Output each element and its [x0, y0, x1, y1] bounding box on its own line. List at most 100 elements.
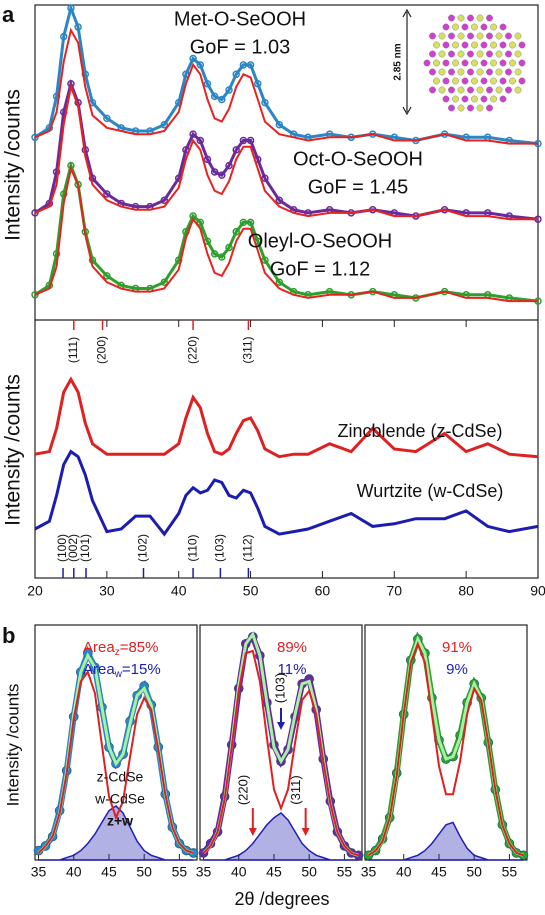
area-text: =15% [122, 661, 161, 678]
inset-atom [509, 77, 516, 85]
inset-atom [429, 50, 436, 58]
peak-label: (110) [185, 534, 199, 561]
inset-atom [490, 77, 497, 85]
legend-label: w-CdSe [94, 791, 145, 807]
inset-atom [461, 77, 469, 85]
inset-atom [467, 50, 474, 58]
legend-label: z-CdSe [97, 769, 144, 785]
data-point [74, 23, 82, 31]
series-label: Oleyl-O-SeOOH [248, 230, 392, 252]
data-line [34, 78, 539, 221]
area-label: Areaz=85% [83, 639, 158, 658]
x-tick-label: 55 [337, 864, 353, 880]
inset-atom [433, 77, 440, 85]
inset-atom [486, 14, 493, 22]
inset-atom [495, 68, 503, 76]
inset-atom [490, 59, 497, 67]
x-tick-label: 50 [243, 583, 259, 599]
area-sub: w [114, 669, 123, 680]
inset-atom [438, 86, 446, 94]
data-point [246, 218, 255, 227]
peak-arrowhead [301, 828, 310, 836]
inset-atom [486, 68, 493, 76]
inset-atom [452, 59, 459, 67]
inset-atom [448, 14, 455, 22]
area-label: 11% [278, 661, 307, 678]
inset-atom [471, 59, 478, 67]
inset-atom [499, 41, 507, 49]
peak-label: (112) [241, 534, 255, 561]
inset-atom [509, 59, 516, 67]
area-text: 91% [442, 639, 472, 656]
inset-atom [505, 50, 512, 58]
x-tick-label: 35 [361, 864, 377, 880]
peak-label: (103) [213, 534, 227, 562]
inset-atom [457, 68, 465, 76]
inset-label: 2.85 nm [393, 43, 404, 80]
panel-label: b [2, 623, 15, 648]
data-point [31, 209, 39, 217]
x-axis-label: 2θ /degrees [234, 889, 329, 909]
inset-atom [442, 41, 450, 49]
x-tick-label: 45 [431, 864, 447, 880]
inset-atom [518, 77, 526, 85]
inset-atom [461, 41, 469, 49]
peak-arrowhead [277, 722, 285, 730]
inset-atom [499, 77, 507, 85]
fit-line [34, 165, 538, 303]
inset-atom [490, 41, 497, 49]
inset-atom [467, 68, 474, 76]
peak-arrowhead [248, 828, 257, 836]
data-point [103, 272, 111, 280]
data-point [210, 92, 219, 101]
reference-line [34, 449, 539, 537]
data-point [246, 136, 255, 145]
peak-label: (311) [241, 336, 255, 363]
fit-line [34, 83, 538, 221]
inset-atom [514, 32, 522, 40]
w-area [203, 812, 359, 861]
reference-line [34, 376, 539, 459]
inset-atom [509, 41, 516, 49]
data-point [225, 243, 233, 252]
inset-atom [476, 14, 484, 22]
data-point [189, 130, 197, 138]
data-point [218, 253, 226, 261]
series-label: Zincblende (z-CdSe) [337, 421, 502, 441]
inset-atom [429, 68, 436, 76]
x-tick-label: 80 [458, 583, 474, 599]
inset-atom [448, 32, 455, 40]
inset-atom [471, 95, 478, 103]
series-note: GoF = 1.12 [270, 258, 371, 280]
x-tick-label: 40 [231, 864, 247, 880]
inset-atom [429, 32, 436, 40]
inset-arrow [402, 8, 412, 116]
inset-atom [467, 14, 474, 22]
x-tick-label: 20 [27, 583, 43, 599]
inset-atom [448, 104, 455, 112]
peak-label: (002) [66, 534, 80, 562]
data-point [254, 80, 262, 88]
inset-atom [471, 41, 478, 49]
data-point [218, 95, 226, 104]
data-point [67, 4, 75, 12]
data-point [232, 146, 240, 154]
legend-label: z+w [107, 813, 133, 829]
data-point [239, 218, 248, 227]
inset-atom [442, 23, 450, 31]
area-text: =85% [120, 639, 159, 656]
inset-atom [457, 50, 465, 58]
data-point [160, 278, 169, 286]
data-line [34, 3, 539, 146]
inset-atom [495, 50, 503, 58]
inset-atom [461, 23, 469, 31]
data-point [59, 190, 68, 198]
inset-atom [480, 23, 488, 31]
x-tick-label: 45 [101, 864, 117, 880]
data-point [52, 250, 61, 258]
data-point [203, 80, 212, 88]
inset-atom [476, 86, 484, 94]
data-point [275, 120, 284, 129]
inset-atom [438, 50, 446, 58]
